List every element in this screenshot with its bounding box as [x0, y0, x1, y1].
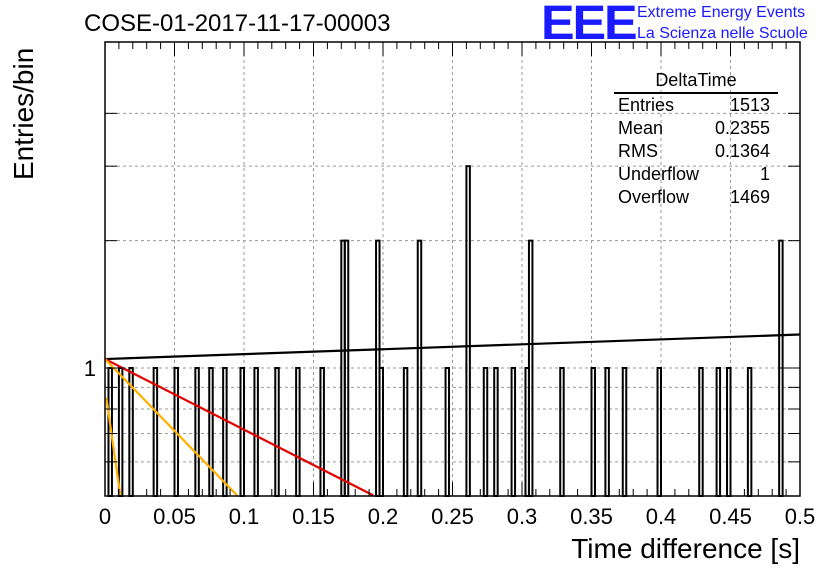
- stats-label: Mean: [618, 118, 664, 138]
- stats-label: Overflow: [618, 187, 690, 207]
- fit-line: [105, 397, 122, 496]
- stats-value: 0.2355: [714, 118, 770, 138]
- x-tick-label: 0.35: [570, 504, 613, 529]
- y-axis-label: Entries/bin: [8, 47, 39, 180]
- histogram-bin: [222, 367, 228, 497]
- axes: [104, 41, 801, 497]
- x-tick-label: 0.45: [709, 504, 752, 529]
- logo-subtitle-line1: Extreme Energy Events: [637, 4, 806, 21]
- run-title: COSE-01-2017-11-17-00003: [84, 10, 391, 37]
- stats-value: 0.1364: [714, 141, 770, 161]
- x-tick-label: 0.1: [229, 504, 260, 529]
- histogram-bin: [726, 367, 732, 497]
- x-tick-label: 0.3: [507, 504, 538, 529]
- x-tick-label: 0.05: [153, 504, 196, 529]
- histogram-bin: [465, 165, 471, 497]
- stats-row-entries: Entries 1513: [610, 94, 778, 117]
- stats-box: DeltaTime Entries 1513 Mean 0.2355 RMS 0…: [610, 70, 778, 209]
- x-tick-label: 0.15: [292, 504, 335, 529]
- x-axis-label: Time difference [s]: [571, 533, 800, 564]
- stats-title: DeltaTime: [614, 70, 778, 94]
- x-tick-label: 0: [99, 504, 111, 529]
- histogram-bin: [604, 367, 610, 497]
- fit-line: [104, 333, 801, 361]
- stats-row-overflow: Overflow 1469: [610, 186, 778, 209]
- histogram-bin: [621, 367, 628, 497]
- histogram-bin: [117, 367, 124, 497]
- fit-lines: [104, 333, 801, 497]
- eee-logo: EEE: [541, 0, 638, 50]
- stats-row-underflow: Underflow 1: [610, 163, 778, 186]
- x-tick-label: 0.2: [368, 504, 399, 529]
- histogram-bins: [107, 165, 784, 497]
- x-tick-label: 0.5: [785, 504, 816, 529]
- stats-row-rms: RMS 0.1364: [610, 140, 778, 163]
- logo-subtitle-line2: La Scienza nelle Scuole: [637, 25, 808, 42]
- histogram-bin: [527, 239, 534, 497]
- fit-line: [104, 358, 238, 497]
- stats-value: 1469: [729, 187, 770, 207]
- stats-value: 1513: [729, 95, 770, 115]
- histogram-bin: [274, 367, 280, 497]
- y-tick-label: 1: [84, 356, 96, 381]
- stats-value: 1: [759, 164, 770, 184]
- x-tick-label: 0.4: [646, 504, 677, 529]
- histogram-bin: [208, 367, 214, 497]
- x-tick-label: 0.25: [431, 504, 474, 529]
- histogram-bin: [239, 367, 245, 497]
- stats-label: Underflow: [618, 164, 700, 184]
- stats-label: Entries: [618, 95, 675, 115]
- fit-line: [104, 358, 374, 497]
- tick-labels: 0 0.05 0.1 0.15 0.2 0.25 0.3 0.35 0.4 0.45 0.5 1: [84, 356, 816, 529]
- stats-row-mean: Mean 0.2355: [610, 117, 778, 140]
- stats-label: RMS: [618, 141, 658, 161]
